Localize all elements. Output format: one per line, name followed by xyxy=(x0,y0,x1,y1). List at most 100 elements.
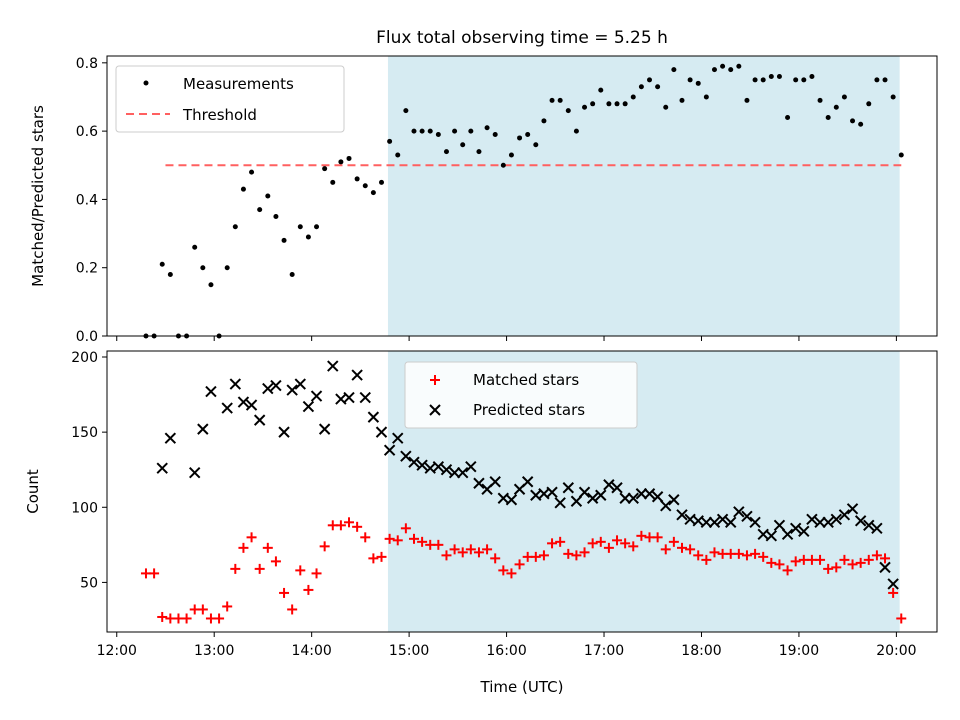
measurement-point xyxy=(224,265,230,271)
measurement-point xyxy=(240,186,246,192)
measurement-point xyxy=(695,80,701,86)
matched-point xyxy=(847,559,858,570)
ratio-legend: Measurements Threshold xyxy=(115,65,345,133)
measurement-point xyxy=(419,128,425,134)
matched-point xyxy=(815,554,826,565)
measurement-point xyxy=(265,193,271,199)
predicted-point xyxy=(416,459,428,471)
predicted-point xyxy=(253,414,266,426)
count-y-tick-label: 150 xyxy=(71,425,98,441)
matched-point xyxy=(319,541,330,552)
count-y-axis-label: Count xyxy=(24,469,42,514)
predicted-point xyxy=(798,525,810,538)
predicted-point xyxy=(440,464,453,476)
predicted-point xyxy=(562,482,574,494)
predicted-point xyxy=(635,488,648,500)
matched-point xyxy=(157,611,168,622)
count-x-tick-label: 14:00 xyxy=(291,643,331,659)
measurement-point xyxy=(403,108,409,114)
matched-point xyxy=(701,554,712,565)
matched-point xyxy=(620,538,631,549)
measurement-point xyxy=(305,234,311,240)
matched-point xyxy=(547,538,558,549)
predicted-point xyxy=(221,402,233,414)
measurement-point xyxy=(809,73,815,79)
matched-point xyxy=(612,535,623,546)
measurement-point xyxy=(833,104,839,110)
predicted-point xyxy=(749,516,761,529)
measurement-point xyxy=(281,237,287,243)
legend-matched-marker xyxy=(430,375,440,385)
matched-point xyxy=(790,556,801,567)
ratio-y-ticks: 0.0 0.2 0.4 0.6 0.8 xyxy=(76,56,107,345)
matched-point xyxy=(417,536,428,547)
predicted-point xyxy=(343,391,355,404)
measurement-point xyxy=(582,104,588,110)
measurement-point xyxy=(736,63,742,69)
predicted-point xyxy=(156,462,168,474)
predicted-point xyxy=(789,522,802,535)
predicted-point xyxy=(676,509,688,521)
predicted-point xyxy=(578,486,591,498)
matched-point xyxy=(246,532,257,543)
matched-point xyxy=(376,551,387,562)
legend-measurements-label: Measurements xyxy=(183,75,294,93)
ratio-y-tick-label: 0.8 xyxy=(76,56,98,72)
predicted-point xyxy=(781,528,794,541)
predicted-point xyxy=(294,378,306,390)
measurement-point xyxy=(476,149,482,155)
count-y-tick-label: 50 xyxy=(80,575,98,591)
predicted-point xyxy=(586,492,599,504)
measurement-point xyxy=(655,84,661,90)
count-points xyxy=(140,360,907,624)
matched-point xyxy=(758,551,769,562)
matched-point xyxy=(888,587,899,598)
ratio-plot-frame xyxy=(106,55,938,337)
predicted-point xyxy=(668,494,680,506)
predicted-point xyxy=(383,444,396,456)
predicted-point xyxy=(245,399,258,411)
matched-point xyxy=(368,553,379,564)
count-x-tick-label: 19:00 xyxy=(779,643,819,659)
ratio-panel: 0.00.20.40.60.8 Matched/Predicted stars … xyxy=(29,55,938,345)
observing-window-shade-top xyxy=(387,56,900,336)
measurement-point xyxy=(314,224,320,230)
measurement-point xyxy=(793,77,799,83)
predicted-point xyxy=(765,530,778,542)
matched-point xyxy=(652,532,663,543)
matched-point xyxy=(335,520,346,531)
measurement-point xyxy=(801,77,807,83)
matched-point xyxy=(555,536,566,547)
predicted-point xyxy=(603,479,615,491)
measurement-point xyxy=(776,73,782,79)
predicted-point xyxy=(457,467,469,479)
matched-point xyxy=(384,533,395,544)
measurement-point xyxy=(671,67,677,73)
measurement-point xyxy=(752,77,758,83)
matched-point xyxy=(628,541,639,552)
measurement-point xyxy=(573,128,579,134)
predicted-point xyxy=(489,476,501,488)
predicted-point xyxy=(229,378,242,390)
predicted-point xyxy=(270,379,282,392)
legend-cross-glyph xyxy=(429,404,441,416)
ratio-y-tick-label: 0.4 xyxy=(76,192,98,208)
measurement-point xyxy=(167,272,173,278)
measurement-point xyxy=(728,67,734,73)
predicted-point xyxy=(310,390,323,402)
matched-point xyxy=(603,542,614,553)
matched-point xyxy=(733,548,744,559)
matched-point xyxy=(530,551,541,562)
matched-point xyxy=(262,542,273,553)
matched-point xyxy=(149,568,160,579)
measurement-point xyxy=(882,77,888,83)
measurement-point xyxy=(598,87,604,93)
matched-point xyxy=(287,604,298,615)
matched-point xyxy=(181,613,192,624)
legend-measurements-marker xyxy=(143,80,149,86)
measurement-points xyxy=(143,63,904,339)
measurement-point xyxy=(533,142,539,148)
measurement-point xyxy=(346,155,352,161)
matched-point xyxy=(303,584,314,595)
measurement-point xyxy=(257,207,263,213)
